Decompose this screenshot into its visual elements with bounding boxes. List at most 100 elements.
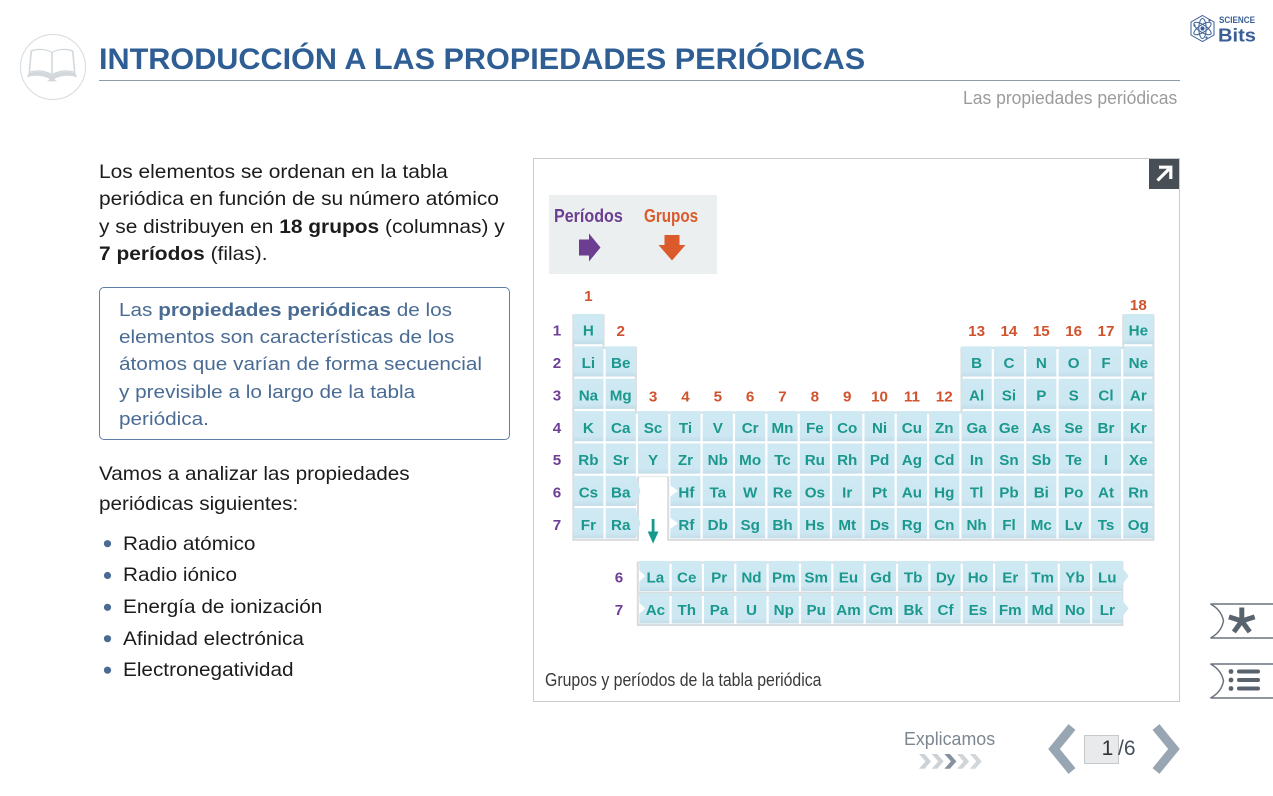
svg-text:Na: Na [579,387,599,404]
svg-text:Tb: Tb [904,570,923,587]
svg-text:Al: Al [969,387,984,404]
svg-text:Ac: Ac [646,602,665,619]
svg-text:Zn: Zn [935,420,954,437]
svg-text:Ar: Ar [1130,387,1147,404]
svg-text:La: La [647,570,665,587]
svg-text:As: As [1032,420,1051,437]
svg-text:Sb: Sb [1032,452,1051,469]
svg-text:N: N [1036,355,1047,372]
svg-text:Gd: Gd [870,570,891,587]
svg-text:Th: Th [677,602,696,619]
svg-text:Ce: Ce [677,570,696,587]
svg-text:No: No [1065,602,1085,619]
svg-text:Mo: Mo [739,452,761,469]
svg-text:Pu: Pu [806,602,825,619]
svg-text:Ne: Ne [1129,355,1148,372]
svg-text:Pa: Pa [710,602,729,619]
svg-text:Ir: Ir [842,484,852,501]
svg-text:18: 18 [1130,297,1147,314]
svg-text:Lv: Lv [1065,517,1083,534]
svg-text:6: 6 [553,484,561,501]
svg-text:Mg: Mg [610,387,632,404]
svg-text:Fm: Fm [999,602,1022,619]
svg-text:Ba: Ba [611,484,631,501]
svg-text:Xe: Xe [1129,452,1148,469]
svg-text:Cu: Cu [902,420,922,437]
svg-text:13: 13 [968,323,985,340]
svg-text:Kr: Kr [1130,420,1147,437]
svg-text:1: 1 [553,323,562,340]
svg-text:5: 5 [553,452,562,469]
svg-text:I: I [1104,452,1108,469]
svg-text:Rg: Rg [902,517,922,534]
svg-text:Ga: Ga [966,420,987,437]
svg-text:Te: Te [1065,452,1082,469]
svg-text:Sm: Sm [804,570,828,587]
svg-text:Ca: Ca [611,420,631,437]
svg-text:Tm: Tm [1031,570,1054,587]
svg-text:Am: Am [836,602,860,619]
svg-text:Li: Li [582,355,596,372]
svg-text:Md: Md [1032,602,1054,619]
svg-text:Cm: Cm [869,602,893,619]
svg-text:S: S [1069,387,1079,404]
svg-text:Dy: Dy [936,570,956,587]
svg-text:Eu: Eu [839,570,858,587]
svg-text:Re: Re [773,484,792,501]
svg-text:Fr: Fr [581,517,596,534]
svg-text:Fe: Fe [806,420,824,437]
svg-text:14: 14 [1000,323,1017,340]
svg-text:F: F [1101,355,1110,372]
svg-text:Nh: Nh [966,517,986,534]
svg-text:Cl: Cl [1098,387,1113,404]
svg-text:Cn: Cn [934,517,954,534]
svg-text:Bits: Bits [1218,26,1256,46]
svg-text:Pm: Pm [772,570,796,587]
svg-text:17: 17 [1098,323,1115,340]
svg-text:Bh: Bh [772,517,792,534]
svg-text:P: P [1036,387,1046,404]
svg-text:7: 7 [615,602,623,619]
svg-text:Bi: Bi [1034,484,1049,501]
svg-text:Bk: Bk [903,602,923,619]
svg-text:Lu: Lu [1098,570,1117,587]
svg-text:Ti: Ti [679,420,692,437]
svg-text:Hs: Hs [805,517,824,534]
svg-text:Cd: Cd [934,452,954,469]
svg-text:Og: Og [1128,517,1149,534]
svg-text:Sc: Sc [644,420,663,437]
svg-text:Sr: Sr [613,452,629,469]
svg-text:Ni: Ni [872,420,887,437]
svg-text:U: U [746,602,757,619]
svg-text:7: 7 [553,517,561,534]
svg-text:Br: Br [1098,420,1115,437]
svg-text:In: In [970,452,984,469]
svg-text:Ts: Ts [1098,517,1115,534]
svg-text:Es: Es [969,602,988,619]
svg-text:4: 4 [681,389,690,406]
svg-text:Co: Co [837,420,857,437]
svg-text:Sn: Sn [999,452,1018,469]
svg-text:Cs: Cs [579,484,598,501]
svg-text:V: V [713,420,724,437]
svg-text:C: C [1003,355,1014,372]
svg-text:W: W [743,484,758,501]
svg-text:Rb: Rb [578,452,598,469]
svg-text:1: 1 [584,288,593,305]
svg-text:15: 15 [1033,323,1050,340]
svg-text:Np: Np [774,602,794,619]
svg-text:Cr: Cr [742,420,759,437]
svg-text:8: 8 [811,389,819,406]
svg-text:Hg: Hg [934,484,954,501]
svg-text:12: 12 [936,389,953,406]
svg-text:4: 4 [553,420,562,437]
svg-text:Ta: Ta [709,484,726,501]
svg-text:16: 16 [1065,323,1082,340]
svg-text:5: 5 [714,389,723,406]
svg-text:Au: Au [902,484,922,501]
svg-text:10: 10 [871,389,888,406]
svg-text:B: B [971,355,982,372]
svg-text:Pb: Pb [999,484,1018,501]
svg-text:H: H [583,323,594,340]
svg-text:Er: Er [1002,570,1018,587]
